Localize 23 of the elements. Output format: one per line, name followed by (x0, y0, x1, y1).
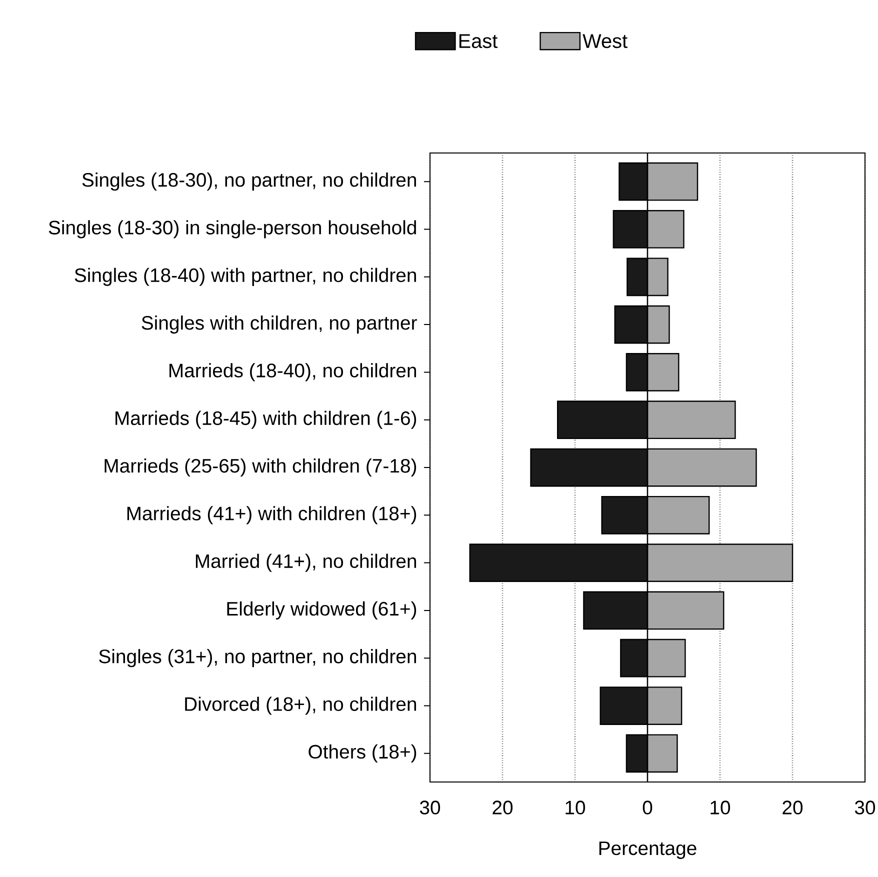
y-tick-label: Elderly widowed (61+) (227, 601, 416, 620)
y-tick-label: Marrieds (41+) with children (18+) (127, 506, 416, 524)
y-tick-label: Marrieds (18-45) with children (1-6) (116, 410, 416, 429)
x-tick-label: 10 (710, 800, 730, 814)
x-tick-label: 20 (782, 800, 803, 814)
y-tick-label: Marrieds (18-40), no children (169, 363, 416, 382)
y-tick-label: Singles (18-30) in single-person household (48, 220, 416, 238)
y-tick-label: Singles (18-40) with partner, no children (74, 268, 416, 286)
legend-label: West (582, 34, 628, 48)
y-tick-label: Singles (18-30), no partner, no children (82, 172, 416, 191)
x-axis-title: Percentage (599, 842, 696, 859)
y-tick-label: Divorced (18+), no children (185, 696, 416, 715)
y-tick-label: Singles with children, no partner (142, 315, 417, 334)
y-tick-label: Others (18+) (308, 744, 416, 762)
y-tick-label: Married (41+), no children (196, 554, 416, 572)
y-tick-label: Marrieds (25-65) with children (7-18) (104, 458, 416, 477)
x-tick-label: 20 (492, 800, 513, 814)
legend-label: East (459, 34, 498, 48)
x-tick-label: 0 (642, 800, 652, 814)
y-tick-label: Singles (31+), no partner, no children (99, 649, 416, 668)
x-tick-label: 10 (566, 800, 586, 814)
x-tick-label: 30 (420, 800, 440, 814)
x-tick-label: 30 (854, 800, 876, 814)
